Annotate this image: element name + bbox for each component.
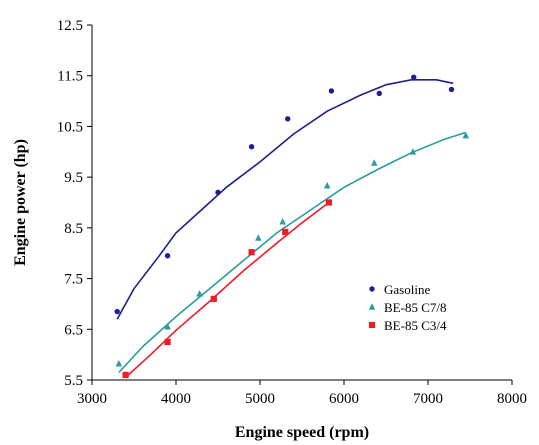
data-points xyxy=(114,74,470,379)
data-point-be-85-c7-8 xyxy=(409,148,417,155)
y-axis-title: Engine power (hp) xyxy=(12,139,29,266)
data-point-be-85-c7-8 xyxy=(323,182,331,189)
y-tick-label: 5.5 xyxy=(64,373,83,389)
legend-marker-gasoline xyxy=(369,286,375,292)
legend-label-gasoline: Gasoline xyxy=(384,282,430,297)
data-point-be-85-c3-4 xyxy=(282,228,289,236)
data-point-be-85-c7-8 xyxy=(196,290,203,297)
trend-line-be-85-c7-8 xyxy=(118,131,467,373)
legend-marker-be-85-c7-8 xyxy=(368,303,376,310)
legend: Gasoline BE-85 C7/8 BE-85 C3/4 xyxy=(368,282,447,333)
data-point-gasoline xyxy=(376,90,382,97)
x-tick-label: 8000 xyxy=(497,391,527,407)
y-tick-label: 6.5 xyxy=(64,322,83,338)
trend-line-be-85-c3-4 xyxy=(125,201,330,379)
data-point-gasoline xyxy=(215,189,221,196)
y-tick-label: 7.5 xyxy=(64,272,83,288)
x-tick-label: 3000 xyxy=(77,391,107,407)
data-point-gasoline xyxy=(285,116,291,122)
data-point-be-85-c7-8 xyxy=(115,360,123,367)
data-point-gasoline xyxy=(164,253,171,259)
data-point-gasoline xyxy=(248,144,255,150)
x-tick-label: 5000 xyxy=(245,391,275,407)
y-tick-label: 9.5 xyxy=(64,170,83,186)
trend-line-gasoline xyxy=(116,79,454,320)
data-point-gasoline xyxy=(114,308,120,315)
y-tick-label: 8.5 xyxy=(64,221,83,237)
legend-label-be-85-c7-8: BE-85 C7/8 xyxy=(384,300,446,315)
data-point-gasoline xyxy=(411,74,417,80)
data-point-gasoline xyxy=(328,88,335,94)
y-tick-label: 11.5 xyxy=(57,69,83,85)
data-point-be-85-c7-8 xyxy=(279,218,286,225)
trend-lines xyxy=(116,79,467,379)
data-point-be-85-c7-8 xyxy=(255,234,262,241)
y-ticks: 5.5 6.5 7.5 8.5 9.5 10.5 11.5 12.5 xyxy=(57,18,92,389)
data-point-be-85-c3-4 xyxy=(210,295,217,302)
data-point-be-85-c3-4 xyxy=(164,338,171,346)
data-point-be-85-c7-8 xyxy=(462,131,470,139)
data-point-be-85-c3-4 xyxy=(248,249,255,256)
y-tick-label: 10.5 xyxy=(57,119,83,135)
legend-label-be-85-c3-4: BE-85 C3/4 xyxy=(384,318,447,333)
legend-marker-be-85-c3-4 xyxy=(368,321,376,329)
x-tick-label: 4000 xyxy=(161,391,191,407)
data-point-be-85-c3-4 xyxy=(325,199,332,206)
data-point-be-85-c3-4 xyxy=(122,371,129,379)
x-tick-label: 6000 xyxy=(329,391,359,407)
x-axis-title: Engine speed (rpm) xyxy=(235,424,369,441)
y-tick-label: 12.5 xyxy=(57,18,83,34)
data-point-be-85-c7-8 xyxy=(164,323,171,330)
data-point-gasoline xyxy=(448,86,455,93)
data-point-be-85-c7-8 xyxy=(370,159,378,166)
x-ticks: 3000 4000 5000 6000 7000 8000 xyxy=(77,380,527,407)
x-tick-label: 7000 xyxy=(413,391,443,407)
axes xyxy=(91,25,512,381)
